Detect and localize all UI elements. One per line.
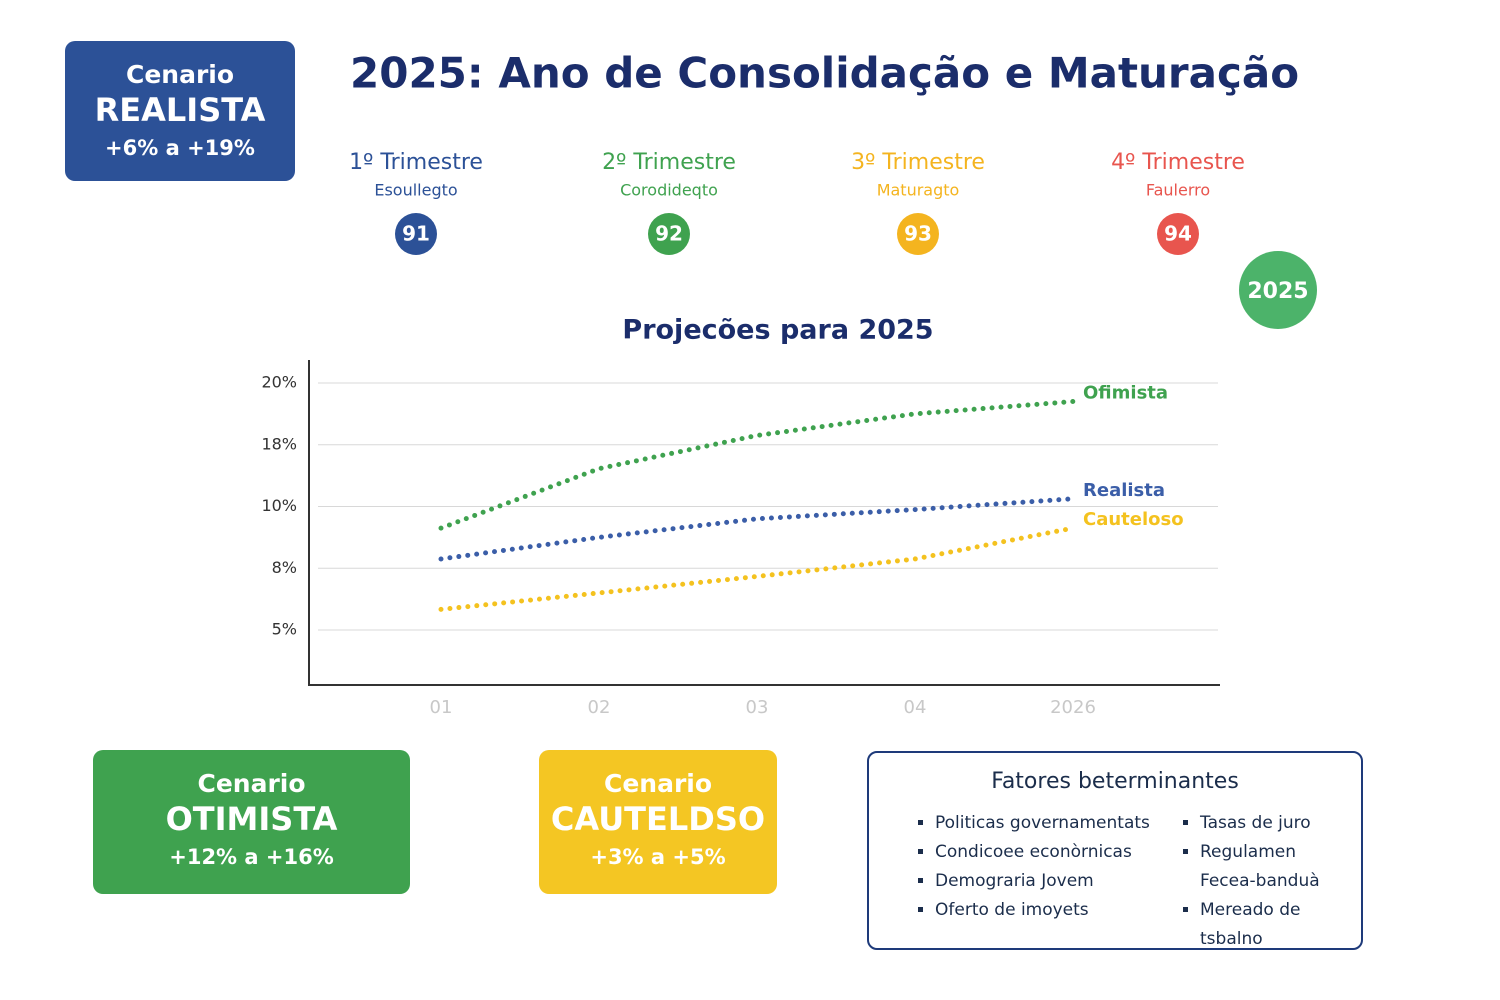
year-badge [1239,251,1317,329]
quarter-badge [395,213,437,255]
quarter-badge-label: 94 [1164,222,1192,246]
scenario-label: Cenario [197,769,305,798]
y-tick-label: 20% [261,373,297,392]
y-tick-label: 8% [272,558,297,577]
series-line [438,525,1076,612]
quarter-badge [1157,213,1199,255]
quarter-badge-label: 91 [402,222,430,246]
factors-list: Tasas de juroRegulamen Fecea-banduàMerea… [1182,809,1330,954]
quarter-badge [897,213,939,255]
x-tick-label: 2026 [1050,697,1096,718]
x-tick-label: 03 [746,697,769,718]
scenario-name: OTIMISTA [166,800,338,838]
y-tick-label: 10% [261,496,297,515]
scenario-label: Cenario [126,60,234,89]
factor-item: Mereado de tsbalno [1200,896,1330,954]
scenario-range: +6% a +19% [105,136,255,160]
factors-box: Fatores beterminantes Politicas governam… [867,751,1363,950]
scenario-range: +3% a +5% [590,845,725,869]
x-tick-label: 01 [430,697,453,718]
factors-title: Fatores beterminantes [991,769,1239,794]
factor-item: Politicas governamentats [935,809,1165,838]
series-line [438,399,1076,531]
year-badge-label: 2025 [1247,279,1308,304]
series-label: Realista [1083,480,1165,501]
page-title: 2025: Ano de Consolidação e Maturação [350,49,1299,98]
factor-item: Tasas de juro [1200,809,1330,838]
quarter-badge-label: 92 [655,222,683,246]
factor-item: Condicoee econòrnicas [935,838,1165,867]
quarter-subtitle: Faulerro [1146,181,1210,200]
y-tick-label: 5% [272,620,297,639]
factor-item: Regulamen Fecea-banduà [1200,838,1330,896]
scenario-box [539,750,777,894]
scenario-name: REALISTA [95,91,266,129]
quarter-title: 3º Trimestre [851,150,985,175]
factors-list: Politicas governamentatsCondicoee econòr… [917,809,1165,925]
chart-title: Projecões para 2025 [622,315,933,346]
scenario-name: CAUTELDSO [551,800,765,838]
series-label: Ofimista [1083,383,1168,404]
quarter-subtitle: Maturagto [877,181,960,200]
factor-item: Oferto de imoyets [935,896,1165,925]
x-tick-label: 04 [904,697,927,718]
scenario-label: Cenario [604,769,712,798]
quarter-title: 4º Trimestre [1111,150,1245,175]
series-line [438,496,1076,562]
series-label: Cauteloso [1083,509,1184,530]
quarter-title: 2º Trimestre [602,150,736,175]
scenario-range: +12% a +16% [169,845,334,869]
factor-item: Demograria Jovem [935,867,1165,896]
quarter-title: 1º Trimestre [349,150,483,175]
quarter-subtitle: Esoullegto [374,181,457,200]
quarter-badge-label: 93 [904,222,932,246]
x-tick-label: 02 [588,697,611,718]
quarter-badge [648,213,690,255]
y-tick-label: 18% [261,434,297,453]
scenario-box [65,41,295,181]
scenario-box [93,750,410,894]
quarter-subtitle: Corodideqto [620,181,718,200]
